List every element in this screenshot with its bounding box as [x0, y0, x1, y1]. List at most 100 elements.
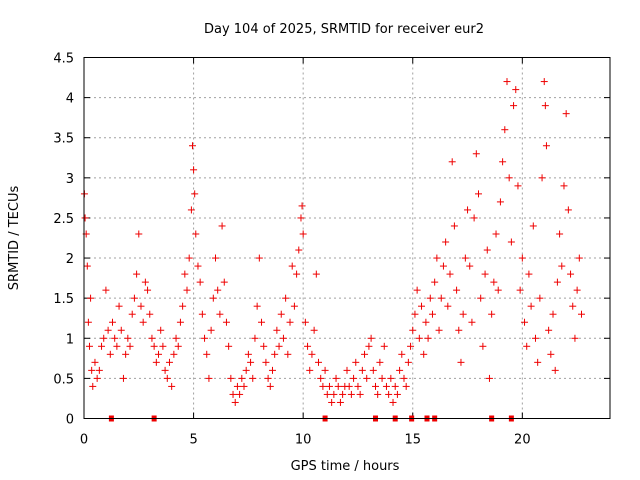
- data-point: [111, 334, 119, 342]
- x-tick-label: 20: [514, 433, 531, 448]
- data-point: [119, 374, 127, 382]
- data-point: [247, 358, 255, 366]
- data-point: [389, 398, 397, 406]
- data-point: [494, 286, 502, 294]
- data-point: [470, 214, 478, 222]
- data-point: [516, 286, 524, 294]
- data-point: [376, 358, 384, 366]
- data-point: [350, 374, 358, 382]
- data-point: [198, 310, 206, 318]
- data-point: [286, 318, 294, 326]
- data-point: [374, 390, 382, 398]
- data-point: [371, 382, 379, 390]
- data-point: [553, 278, 561, 286]
- data-point: [266, 382, 274, 390]
- data-point: [339, 390, 347, 398]
- data-point: [503, 78, 511, 86]
- data-point: [84, 318, 92, 326]
- data-point: [227, 374, 235, 382]
- data-point: [343, 366, 351, 374]
- data-point: [137, 302, 145, 310]
- data-point: [382, 382, 390, 390]
- data-point: [492, 230, 500, 238]
- data-point: [356, 390, 364, 398]
- data-point: [104, 326, 112, 334]
- data-point: [315, 358, 323, 366]
- data-point: [505, 174, 513, 182]
- data-point: [531, 334, 539, 342]
- data-point: [481, 270, 489, 278]
- data-point: [479, 342, 487, 350]
- data-point: [262, 358, 270, 366]
- data-point: [268, 366, 276, 374]
- data-point: [163, 374, 171, 382]
- data-point: [299, 230, 307, 238]
- data-point: [185, 254, 193, 262]
- data-point: [236, 390, 244, 398]
- data-point: [409, 326, 417, 334]
- data-point: [457, 358, 465, 366]
- data-point: [152, 358, 160, 366]
- data-point: [547, 350, 555, 358]
- data-point: [260, 342, 268, 350]
- data-point: [446, 270, 454, 278]
- x-axis-ticks: 0 5 10 15 20: [80, 57, 531, 448]
- x-tick-label: 15: [404, 433, 421, 448]
- data-point: [334, 382, 342, 390]
- data-point: [556, 230, 564, 238]
- data-point: [540, 78, 548, 86]
- data-point: [117, 326, 125, 334]
- data-point: [196, 278, 204, 286]
- data-point: [216, 310, 224, 318]
- data-point: [192, 230, 200, 238]
- data-point: [393, 390, 401, 398]
- data-point: [426, 294, 434, 302]
- chart-title: Day 104 of 2025, SRMTID for receiver eur…: [204, 22, 484, 37]
- data-point: [308, 350, 316, 358]
- data-point: [569, 302, 577, 310]
- data-point: [545, 326, 553, 334]
- data-point: [229, 390, 237, 398]
- data-point: [220, 278, 228, 286]
- data-point: [365, 342, 373, 350]
- data-point: [148, 334, 156, 342]
- data-point: [564, 206, 572, 214]
- data-point: [157, 326, 165, 334]
- data-point: [521, 318, 529, 326]
- y-tick-label: 4: [66, 92, 74, 107]
- data-point: [459, 310, 467, 318]
- data-point: [253, 302, 261, 310]
- data-point: [293, 270, 301, 278]
- data-point: [578, 310, 586, 318]
- data-point: [298, 202, 306, 210]
- data-point: [422, 318, 430, 326]
- data-point: [361, 350, 369, 358]
- data-point: [428, 310, 436, 318]
- data-point: [240, 382, 248, 390]
- data-point: [83, 262, 91, 270]
- data-point: [218, 222, 226, 230]
- data-point: [472, 150, 480, 158]
- data-point: [358, 366, 366, 374]
- data-point: [367, 334, 375, 342]
- data-point: [466, 262, 474, 270]
- data-point: [288, 262, 296, 270]
- data-point: [191, 190, 199, 198]
- data-point: [312, 270, 320, 278]
- data-point: [477, 294, 485, 302]
- data-point: [525, 270, 533, 278]
- data-point: [369, 366, 377, 374]
- data-point: [468, 318, 476, 326]
- data-point: [391, 382, 399, 390]
- data-point: [207, 326, 215, 334]
- data-point: [527, 302, 535, 310]
- data-point: [560, 182, 568, 190]
- data-point: [444, 302, 452, 310]
- data-point: [512, 86, 520, 94]
- data-point: [150, 342, 158, 350]
- data-point: [542, 142, 550, 150]
- data-point: [113, 342, 121, 350]
- data-point: [499, 158, 507, 166]
- data-point: [124, 334, 132, 342]
- y-tick-label: 4.5: [53, 52, 74, 67]
